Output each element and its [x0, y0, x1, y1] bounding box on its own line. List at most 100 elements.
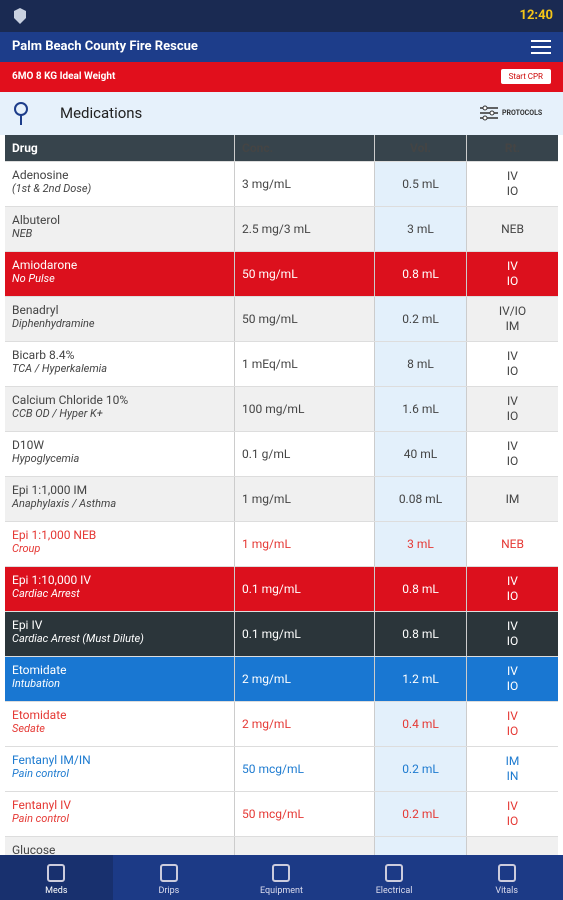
drug-row[interactable]: Fentanyl IM/IN Pain control 50 mcg/mL 0.2 m… — [5, 747, 558, 792]
vol-cell: 0.8 mL — [375, 252, 467, 296]
tab-label: Meds — [45, 886, 68, 896]
conc-cell: 50 mg/mL — [235, 252, 375, 296]
route: IO — [506, 634, 519, 648]
drug-note: NEB — [12, 227, 33, 240]
tab-label: Electrical — [375, 886, 413, 896]
nav-tab[interactable]: Meds — [0, 855, 113, 900]
drug-cell: Epi IV Cardiac Arrest (Must Dilute) — [5, 612, 235, 656]
route: IV — [507, 169, 518, 183]
concentration: 50 mcg/mL — [242, 762, 304, 776]
conc-cell: 1 mg/mL — [235, 477, 375, 521]
app-title: Palm Beach County Fire Rescue — [12, 39, 198, 54]
drug-note: (1st & 2nd Dose) — [12, 182, 92, 195]
nav-tab[interactable]: Electrical — [338, 855, 451, 900]
concentration: 50 mcg/mL — [242, 807, 304, 821]
conc-cell: 50 mcg/mL — [235, 792, 375, 836]
concentration: 3 mg/mL — [242, 177, 291, 191]
route-cell: IV/IO IM — [467, 297, 558, 341]
drug-note: Cardiac Arrest — [12, 587, 80, 600]
route: IN — [506, 769, 519, 783]
route-cell: IV IO — [467, 792, 558, 836]
route-cell: IM — [467, 477, 558, 521]
concentration: 2 mg/mL — [242, 717, 291, 731]
section-header: Medications PROTOCOLS — [0, 92, 563, 135]
drug-row[interactable]: D10W Hypoglycemia 0.1 g/mL 40 mL IV IO — [5, 432, 558, 477]
route: IV — [507, 709, 518, 723]
status-bar: 12:40 — [0, 0, 563, 32]
drug-row[interactable]: Epi IV Cardiac Arrest (Must Dilute) 0.1 mg… — [5, 612, 558, 657]
conc-cell: 50 mg/mL — [235, 297, 375, 341]
drug-row[interactable]: Albuterol NEB 2.5 mg/3 mL 3 mL NEB — [5, 207, 558, 252]
column-header: Conc. — [235, 135, 375, 161]
conc-cell: 1 mEq/mL — [235, 342, 375, 386]
route: IO — [506, 589, 519, 603]
tab-label: Vitals — [495, 886, 518, 896]
volume: 0.2 mL — [402, 807, 439, 821]
tab-icon — [47, 864, 66, 882]
route-cell: IV IO — [467, 432, 558, 476]
tab-icon — [159, 864, 178, 882]
start-cpr-button[interactable]: Start CPR — [500, 69, 551, 84]
concentration: 100 mg/mL — [242, 402, 305, 416]
vol-cell: 0.2 mL — [375, 747, 467, 791]
drug-name: Benadryl — [12, 303, 59, 317]
column-header: Drug — [5, 135, 235, 161]
vol-cell: 8 mL — [375, 342, 467, 386]
drug-cell: Albuterol NEB — [5, 207, 235, 251]
drug-name: D10W — [12, 438, 45, 452]
route: IM — [505, 754, 520, 768]
drug-name: Epi 1:1,000 NEB — [12, 528, 97, 542]
drug-cell: D10W Hypoglycemia — [5, 432, 235, 476]
route-cell: IV IO — [467, 252, 558, 296]
drug-row[interactable]: Amiodarone No Pulse 50 mg/mL 0.8 mL IV IO — [5, 252, 558, 297]
drug-row[interactable]: Fentanyl IV Pain control 50 mcg/mL 0.2 mL IV… — [5, 792, 558, 837]
volume: 0.08 mL — [398, 492, 443, 506]
volume: 8 mL — [407, 357, 434, 371]
menu-button[interactable] — [531, 40, 551, 54]
drug-row[interactable]: Calcium Chloride 10% CCB OD / Hyper K+ 100… — [5, 387, 558, 432]
drug-name: Amiodarone — [12, 258, 78, 272]
conc-cell: 100 mg/mL — [235, 387, 375, 431]
nav-tab[interactable]: Vitals — [450, 855, 563, 900]
drug-name: Glucose — [12, 843, 56, 857]
route: IV — [507, 439, 518, 453]
concentration: 1 mEq/mL — [242, 357, 298, 371]
drug-name: Fentanyl IM/IN — [12, 753, 91, 767]
drug-name: Calcium Chloride 10% — [12, 393, 129, 407]
route-cell: IM IN — [467, 747, 558, 791]
route: IV — [507, 664, 518, 678]
weight-label: 6MO 8 KG Ideal Weight — [12, 71, 116, 82]
clock: 12:40 — [519, 8, 554, 23]
drug-row[interactable]: Etomidate Sedate 2 mg/mL 0.4 mL IV IO — [5, 702, 558, 747]
route-cell: IV IO — [467, 342, 558, 386]
vol-cell: 3 mL — [375, 207, 467, 251]
drug-row[interactable]: Adenosine (1st & 2nd Dose) 3 mg/mL 0.5 mL IV… — [5, 162, 558, 207]
drug-row[interactable]: Etomidate Intubation 2 mg/mL 1.2 mL IV IO — [5, 657, 558, 702]
nav-tab[interactable]: Drips — [113, 855, 226, 900]
nav-tab[interactable]: Equipment — [225, 855, 338, 900]
drug-note: No Pulse — [12, 272, 55, 285]
conc-cell: 2.5 mg/3 mL — [235, 207, 375, 251]
protocols-icon[interactable] — [480, 104, 498, 122]
drug-row[interactable]: Epi 1:1,000 IM Anaphylaxis / Asthma 1 mg/m… — [5, 477, 558, 522]
concentration: 2.5 mg/3 mL — [242, 222, 311, 236]
route-cell: NEB — [467, 522, 558, 566]
tab-icon — [385, 864, 404, 882]
drug-row[interactable]: Epi 1:1,000 NEB Croup 1 mg/mL 3 mL NEB — [5, 522, 558, 567]
route-cell: IV IO — [467, 567, 558, 611]
concentration: 1 mg/mL — [242, 492, 291, 506]
concentration: 0.1 mg/mL — [242, 627, 301, 641]
drug-row[interactable]: Epi 1:10,000 IV Cardiac Arrest 0.1 mg/mL 0.… — [5, 567, 558, 612]
drug-note: CCB OD / Hyper K+ — [12, 407, 103, 420]
drug-row[interactable]: Benadryl Diphenhydramine 50 mg/mL 0.2 mL IV/… — [5, 297, 558, 342]
protocols-link[interactable]: PROTOCOLS — [502, 109, 543, 117]
vol-cell: 0.8 mL — [375, 612, 467, 656]
route: IO — [506, 184, 519, 198]
bottom-nav: Meds Drips Equipment Electrical Vitals — [0, 855, 563, 900]
concentration: 0.1 g/mL — [242, 447, 291, 461]
volume: 0.8 mL — [402, 582, 439, 596]
drug-row[interactable]: Bicarb 8.4% TCA / Hyperkalemia 1 mEq/mL 8 m… — [5, 342, 558, 387]
conc-cell: 0.1 mg/mL — [235, 567, 375, 611]
drug-name: Bicarb 8.4% — [12, 348, 75, 362]
